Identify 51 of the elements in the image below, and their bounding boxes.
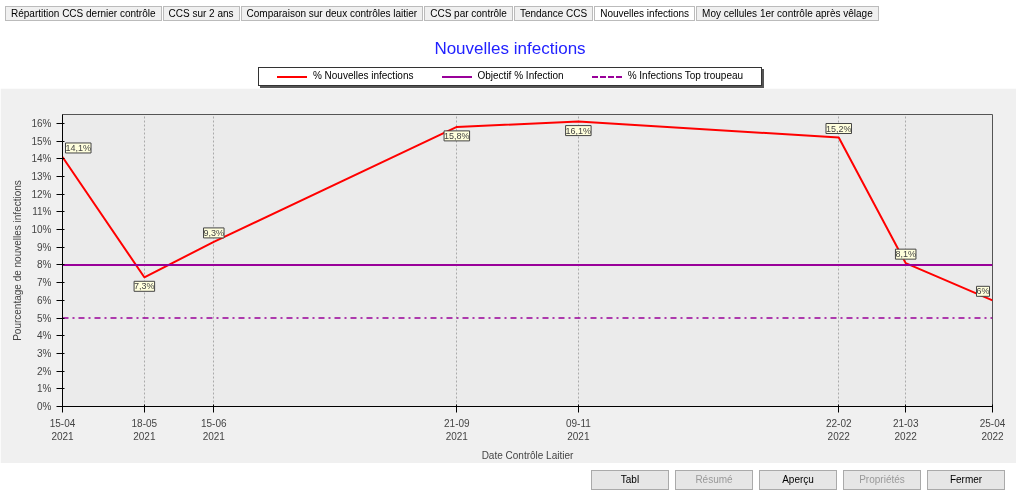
text: CCS sur 2 ans — [162, 6, 240, 21]
data-label: 15,2% — [825, 123, 852, 134]
y-tick-label: 15% — [31, 135, 52, 147]
text: Répartition CCS dernier contrôle — [5, 6, 162, 21]
y-tick-label: 7% — [37, 277, 52, 289]
text: Nouvelles infections — [594, 6, 696, 21]
legend-label: Objectif % Infection — [476, 70, 564, 82]
text: Comparaison sur deux contrôles laitier — [240, 6, 424, 21]
legend-label: % Nouvelles infections — [311, 70, 414, 82]
text: Résumé — [675, 470, 753, 490]
text: CCS par contrôle — [424, 6, 513, 21]
data-label: 16,1% — [565, 125, 592, 136]
y-axis-title: Pourcentage de nouvelles infections — [12, 180, 24, 341]
data-label: 14,1% — [65, 142, 92, 153]
legend-label: % Infections Top troupeau — [626, 70, 744, 82]
x-tick-label: 15-06 2021 — [200, 417, 228, 442]
y-tick-label: 8% — [37, 259, 52, 271]
data-label: 6% — [976, 286, 990, 297]
data-label: 15,8% — [444, 130, 470, 141]
y-tick-label: 14% — [31, 153, 52, 165]
data-label: 9,3% — [203, 227, 225, 238]
x-tick-label: 22-02 2022 — [825, 417, 852, 442]
y-tick-label: 3% — [37, 347, 52, 359]
text: Tendance CCS — [513, 6, 594, 21]
y-tick-label: 11% — [32, 206, 52, 218]
y-tick-label: 1% — [37, 383, 52, 395]
y-tick-label: 2% — [37, 365, 52, 377]
x-tick-label: 25-04 2022 — [979, 417, 1006, 442]
x-tick-label: 21-09 2021 — [444, 417, 471, 442]
x-tick-label: 18-05 2021 — [131, 417, 158, 442]
y-tick-label: 13% — [31, 170, 52, 182]
y-tick-label: 0% — [37, 401, 52, 412]
y-tick-label: 9% — [37, 241, 52, 253]
y-tick-label: 4% — [37, 330, 52, 342]
line-series — [62, 120, 993, 302]
y-tick-label: 10% — [31, 224, 52, 236]
y-tick-label: 12% — [31, 188, 52, 200]
data-label: 8,1% — [895, 249, 916, 260]
y-tick-label: 5% — [37, 312, 52, 324]
text: Moy cellules 1er contrôle après vêlage — [696, 6, 879, 21]
x-tick-label: 09-11 2021 — [565, 417, 592, 442]
text: Propriétés — [843, 470, 921, 490]
x-axis-title: Date Contrôle Laitier — [481, 449, 575, 461]
text: Aperçu — [759, 470, 837, 490]
text: Tabl — [591, 470, 669, 490]
chart-title: Nouvelles infections — [433, 38, 587, 60]
text: Fermer — [927, 470, 1005, 490]
y-tick-label: 16% — [31, 117, 52, 129]
x-tick-label: 15-04 2021 — [49, 417, 76, 442]
y-tick-label: 6% — [37, 294, 52, 306]
x-tick-label: 21-03 2022 — [892, 417, 919, 442]
